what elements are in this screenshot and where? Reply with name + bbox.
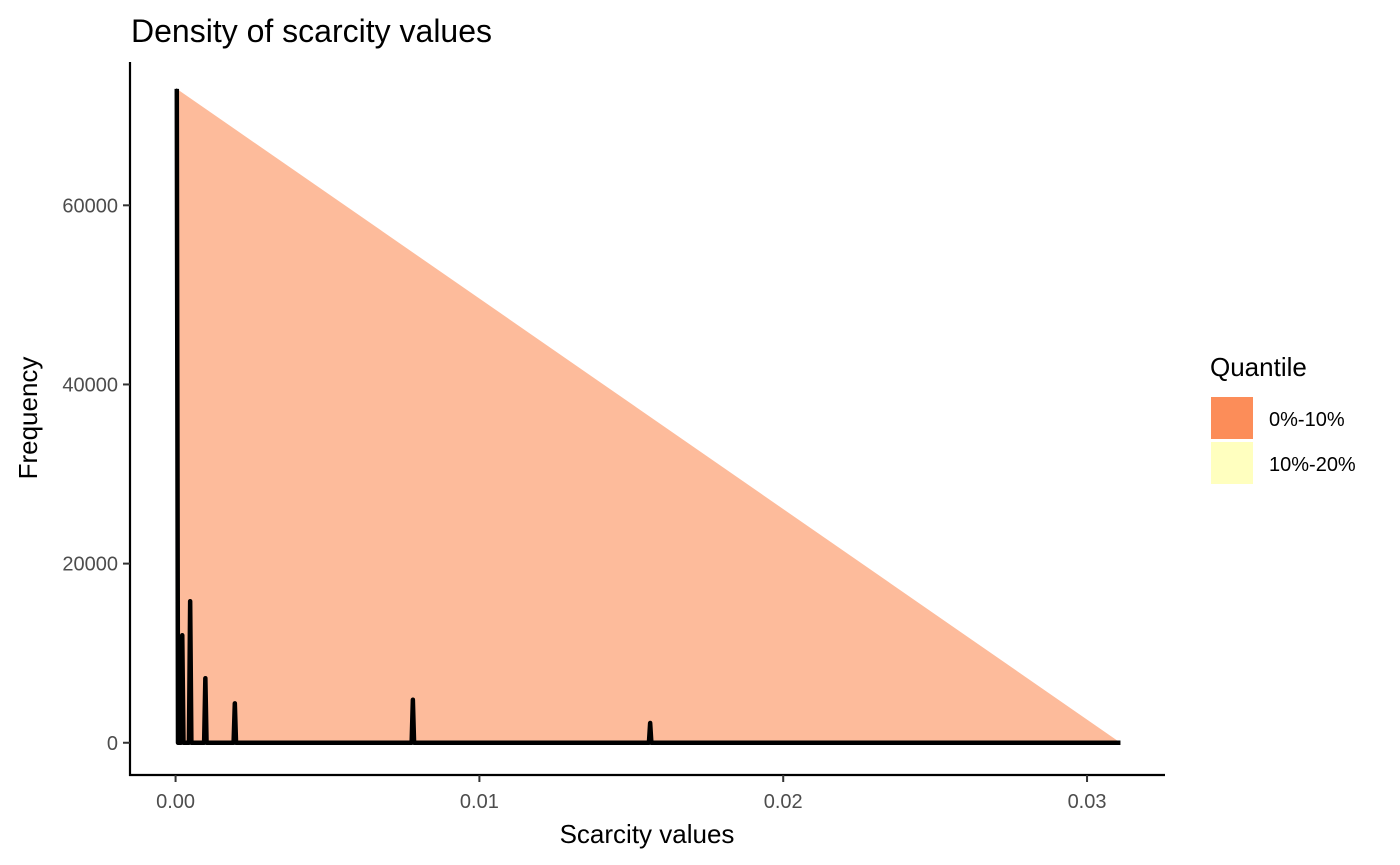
legend-swatch-10-20 <box>1211 442 1253 484</box>
density-line <box>174 88 1121 745</box>
x-tick-label: 0.02 <box>764 791 803 813</box>
legend-label-0-10: 0%-10% <box>1269 409 1345 431</box>
y-tick-label: 20000 <box>62 554 118 576</box>
x-tick-label: 0.03 <box>1068 791 1107 813</box>
x-axis-label: Scarcity values <box>560 819 735 849</box>
y-axis-label: Frequency <box>13 357 43 480</box>
y-tick-label: 0 <box>107 733 118 755</box>
density-fill <box>176 88 1121 743</box>
y-axis-ticks: 0 20000 40000 60000 <box>62 195 130 755</box>
legend: Quantile 0%-10% 10%-20% <box>1210 352 1356 484</box>
x-axis-ticks: 0.00 0.01 0.02 0.03 <box>156 775 1107 813</box>
legend-label-10-20: 10%-20% <box>1269 454 1356 476</box>
density-peak <box>649 722 651 724</box>
density-peak <box>412 699 414 701</box>
x-tick-label: 0.00 <box>156 791 195 813</box>
y-tick-label: 40000 <box>62 374 118 396</box>
x-tick-label: 0.01 <box>460 791 499 813</box>
density-peak <box>189 600 191 602</box>
plot-area <box>174 88 1121 745</box>
density-peak <box>181 634 183 636</box>
y-tick-label: 60000 <box>62 195 118 217</box>
legend-title: Quantile <box>1210 352 1307 382</box>
density-peak <box>234 702 236 704</box>
legend-swatch-0-10 <box>1211 397 1253 439</box>
chart-title: Density of scarcity values <box>131 13 492 49</box>
density-peak <box>176 88 178 90</box>
density-peak <box>204 677 206 679</box>
